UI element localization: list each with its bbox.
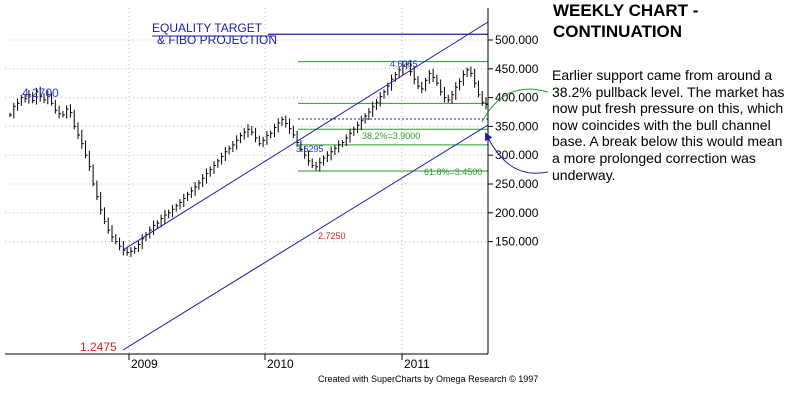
label-fibo-618: 61.8%=3.4500 [424,167,482,177]
y-tick-label-2: 250.000 [495,177,539,191]
label-low-2010: 2.7250 [318,231,346,241]
x-tick-label-2: 2011 [404,357,430,371]
heading-line-1: WEEKLY CHART - [553,1,699,20]
channel-upper-line [122,21,489,251]
price-bars [9,60,488,257]
annotations: EQUALITY TARGET & FIBO PROJECTION 4.2700… [22,21,482,354]
label-high-2010: 3.6295 [296,144,324,154]
label-low-2009: 1.2475 [80,340,117,354]
x-tick-label-1: 2010 [267,357,294,371]
channel-lower-line [122,124,489,351]
chart-heading: WEEKLY CHART - CONTINUATION [553,0,793,42]
commentary-text: Earlier support came from around a 38.2%… [552,67,785,183]
bull-channel [122,21,489,351]
plot-area [5,8,488,354]
y-tick-label-5: 400.000 [495,91,539,105]
callout-channel-curve [485,132,548,174]
y-tick-label-4: 350.000 [495,119,539,133]
heading-line-2: CONTINUATION [553,22,683,41]
weekly-price-chart: 150.000 200.000 250.000 300.000 350.000 400.0… [5,8,548,371]
target-label-line2: & FIBO PROJECTION [157,33,277,47]
y-tick-label-6: 450.000 [495,62,539,76]
callout-lines [481,88,548,174]
y-axis: 150.000 200.000 250.000 300.000 350.000 400.0… [487,8,539,354]
y-tick-label-7: 500.000 [495,33,539,47]
label-high-2008: 4.2700 [22,86,59,100]
y-tick-label-1: 200.000 [495,206,539,220]
label-fibo-382: 38.2%=3.9000 [362,131,420,141]
x-tick-label-0: 2009 [131,357,158,371]
label-high-2011: 4.6255 [390,59,418,69]
callout-support-curve [481,88,548,123]
chart-credit: Created with SuperCharts by Omega Resear… [318,374,539,384]
y-tick-label-0: 150.000 [495,235,539,249]
y-tick-label-3: 300.000 [495,148,539,162]
x-axis: 2009 2010 2011 [5,353,488,371]
target-label-line1: EQUALITY TARGET [152,21,263,35]
